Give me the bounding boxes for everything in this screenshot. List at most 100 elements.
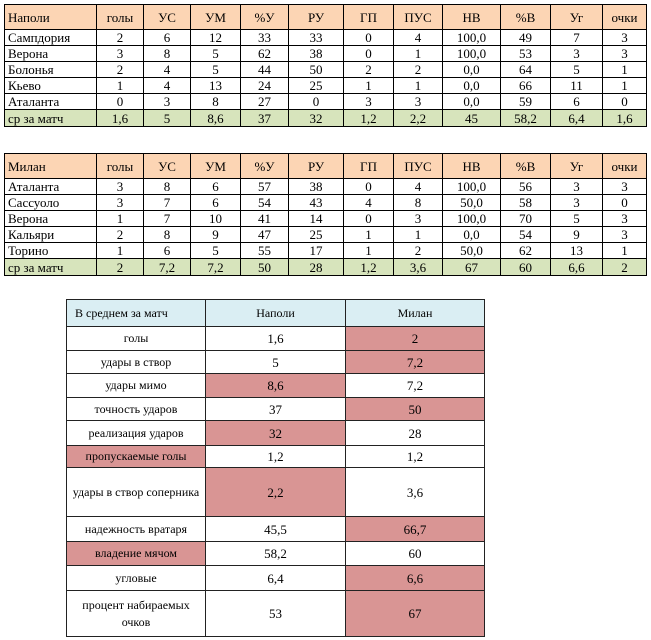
cell: 5 <box>143 109 191 127</box>
cell: 0,0 <box>442 93 501 110</box>
cell: 1,2 <box>205 445 346 468</box>
cell: Болонья <box>4 61 97 78</box>
cell: 66,7 <box>345 516 485 542</box>
cell: 1 <box>343 242 394 259</box>
cell: 1 <box>343 77 394 94</box>
row: Кьево 1 4 13 24 25 1 1 0,0 66 11 1 <box>4 77 647 94</box>
cell: 6 <box>143 29 191 46</box>
cell: 2,2 <box>205 467 346 517</box>
cell: 0 <box>343 29 394 46</box>
cell: 100,0 <box>442 45 501 62</box>
cell: Кальяри <box>4 226 97 243</box>
cell: 24 <box>240 77 289 94</box>
cell: 0 <box>343 178 394 195</box>
cell: 0 <box>602 194 647 211</box>
cell: 32 <box>288 109 344 127</box>
cell: 58,2 <box>500 109 551 127</box>
cell: Торино <box>4 242 97 259</box>
cell: 50,0 <box>442 242 501 259</box>
cell: Милан <box>4 153 97 179</box>
cell: 1,6 <box>96 109 144 127</box>
cell: 8 <box>393 194 443 211</box>
cell: 8 <box>143 178 191 195</box>
cell: 4 <box>393 178 443 195</box>
row: Торино 1 6 5 55 17 1 2 50,0 62 13 1 <box>4 242 647 259</box>
cell: ГП <box>343 4 394 30</box>
cell: 0 <box>343 45 394 62</box>
cell: 6 <box>550 93 603 110</box>
cell: 4 <box>143 61 191 78</box>
cell: 0 <box>96 93 144 110</box>
cell: 4 <box>143 77 191 94</box>
cell: %У <box>240 4 289 30</box>
cell: 54 <box>240 194 289 211</box>
cell: голы <box>66 326 206 351</box>
row: владение мячом 58,2 60 <box>66 541 485 566</box>
row: пропускаемые голы 1,2 1,2 <box>66 445 485 468</box>
row: удары в створ 5 7,2 <box>66 350 485 374</box>
cell: 2 <box>393 61 443 78</box>
cell: 60 <box>345 541 485 566</box>
cell: Кьево <box>4 77 97 94</box>
cell: 5 <box>190 61 241 78</box>
cell: 1,6 <box>205 326 346 351</box>
cell: РУ <box>288 4 344 30</box>
cell: 1 <box>343 226 394 243</box>
cell: 25 <box>288 226 344 243</box>
cell: 58 <box>500 194 551 211</box>
cell: 3 <box>96 178 144 195</box>
cell: 1 <box>393 226 443 243</box>
cell: 3 <box>96 194 144 211</box>
cell: 6 <box>190 194 241 211</box>
cell: Аталанта <box>4 178 97 195</box>
cell: 0,0 <box>442 226 501 243</box>
cell: 53 <box>205 590 346 637</box>
cell: 5 <box>205 350 346 374</box>
cell: надежность вратаря <box>66 516 206 542</box>
cell: 33 <box>288 29 344 46</box>
cell: 7,2 <box>345 350 485 374</box>
cell: РУ <box>288 153 344 179</box>
cell: 45,5 <box>205 516 346 542</box>
cell: 57 <box>240 178 289 195</box>
cell: 1 <box>393 77 443 94</box>
cell: 54 <box>500 226 551 243</box>
cell: 3 <box>393 93 443 110</box>
cell: 62 <box>240 45 289 62</box>
cell: процент набираемых очков <box>66 590 206 637</box>
cell: 47 <box>240 226 289 243</box>
cell: 3 <box>393 210 443 227</box>
cell: 9 <box>190 226 241 243</box>
cell: 6,4 <box>550 109 603 127</box>
cell: 13 <box>190 77 241 94</box>
cell: 28 <box>345 420 485 446</box>
cell: 100,0 <box>442 178 501 195</box>
cell: 1,2 <box>343 109 394 127</box>
row: Верона 3 8 5 62 38 0 1 100,0 53 3 3 <box>4 45 647 62</box>
cell: 12 <box>190 29 241 46</box>
cell: Уг <box>550 4 603 30</box>
header-row: Наполи голы УС УМ %У РУ ГП ПУС НВ %В Уг очки <box>4 4 647 30</box>
cell: 1 <box>96 210 144 227</box>
cell: Аталанта <box>4 93 97 110</box>
cell: Сампдория <box>4 29 97 46</box>
cell: ср за матч <box>4 258 97 276</box>
cell: 64 <box>500 61 551 78</box>
cell: 8,6 <box>205 373 346 398</box>
row: Сампдория 2 6 12 33 33 0 4 100,0 49 7 3 <box>4 29 647 46</box>
cell: 33 <box>240 29 289 46</box>
cell: голы <box>96 153 144 179</box>
cell: 3 <box>602 226 647 243</box>
cell: 14 <box>288 210 344 227</box>
cell: 4 <box>393 29 443 46</box>
cell: 28 <box>288 258 344 276</box>
cell: голы <box>96 4 144 30</box>
cell: 0,0 <box>442 77 501 94</box>
cell: 4 <box>343 194 394 211</box>
cell: 37 <box>240 109 289 127</box>
cell: В среднем за матч <box>66 299 206 327</box>
cell: удары в створ соперника <box>66 467 206 517</box>
cell: УС <box>143 4 191 30</box>
cell: 55 <box>240 242 289 259</box>
cell: 56 <box>500 178 551 195</box>
